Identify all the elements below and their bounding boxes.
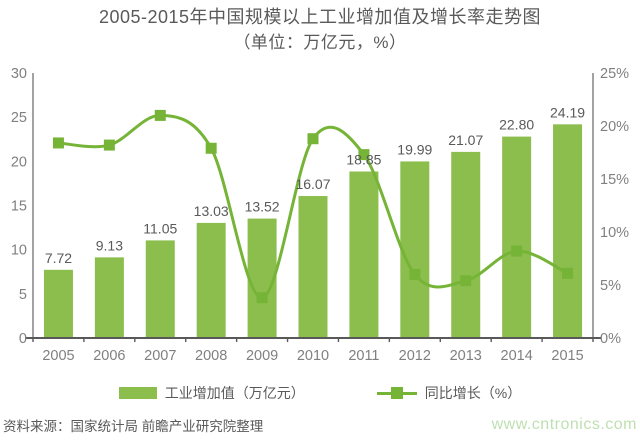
right-axis-tick-label: 10% — [600, 225, 629, 241]
x-axis-category-label: 2012 — [399, 348, 431, 364]
bar-value-label: 19.99 — [397, 141, 432, 157]
watermark-link[interactable]: www.cntronics.com — [491, 416, 637, 433]
growth-marker-2012 — [409, 268, 421, 280]
right-axis-tick-label: 25% — [600, 66, 629, 82]
left-axis-tick-label: 0 — [19, 331, 27, 347]
x-axis-category-label: 2011 — [348, 348, 379, 364]
bar-2006 — [94, 257, 124, 338]
right-axis-tick-label: 0% — [600, 331, 621, 347]
bar-value-label: 13.52 — [245, 199, 280, 215]
growth-marker-2010 — [307, 133, 319, 145]
chart-subtitle: （单位：万亿元，%） — [233, 33, 407, 52]
x-axis-category-label: 2015 — [551, 348, 583, 364]
growth-marker-2009 — [256, 292, 268, 304]
x-axis-category-label: 2005 — [42, 348, 74, 364]
bar-series-swatch-icon — [118, 387, 157, 399]
bar-2008 — [196, 222, 226, 338]
x-axis-category-label: 2006 — [93, 348, 125, 364]
bar-2014 — [502, 136, 532, 338]
growth-marker-2013 — [460, 275, 472, 287]
x-axis-category-label: 2014 — [501, 348, 533, 364]
x-axis-category-label: 2013 — [450, 348, 482, 364]
bar-series-label: 工业增加值（万亿元） — [164, 385, 305, 401]
left-axis-tick-label: 25 — [11, 110, 27, 126]
growth-marker-2006 — [103, 139, 115, 151]
left-axis-tick-label: 30 — [11, 66, 27, 82]
bar-2007 — [145, 240, 175, 338]
left-axis-tick-label: 20 — [11, 154, 27, 170]
bar-value-label: 24.19 — [550, 104, 585, 120]
chart-footer: 资料来源：国家统计局 前瞻产业研究院整理 www.cntronics.com — [3, 413, 637, 437]
left-axis-tick-label: 15 — [11, 199, 27, 215]
legend-item-line-series: 同比增长（%） — [376, 383, 522, 403]
bar-value-label: 7.72 — [45, 250, 72, 266]
chart-legend: 工业增加值（万亿元） 同比增长（%） — [0, 381, 640, 405]
line-series-label: 同比增长（%） — [424, 385, 522, 401]
combo-chart-canvas: 7.72 9.13 11.05 13.03 13.52 16.07 18.85 19.99 21… — [11, 66, 629, 364]
data-source-note: 资料来源：国家统计局 前瞻产业研究院整理 — [3, 419, 264, 434]
x-axis-category-label: 2009 — [246, 348, 278, 364]
bar-value-label: 21.07 — [448, 132, 483, 148]
right-axis-tick-label: 15% — [600, 172, 629, 188]
bar-2012 — [400, 161, 430, 338]
bar-value-label: 22.80 — [499, 117, 534, 133]
growth-marker-2007 — [154, 109, 166, 121]
chart-header: 2005-2015年中国规模以上工业增加值及增长率走势图 （单位：万亿元，%） — [0, 4, 640, 55]
bar-2005 — [43, 269, 73, 338]
bar-2013 — [451, 151, 481, 338]
growth-marker-2011 — [358, 149, 370, 161]
line-series-marker-icon — [376, 387, 417, 399]
growth-marker-2014 — [511, 245, 523, 257]
growth-marker-2005 — [52, 137, 64, 149]
bar-2009 — [247, 218, 277, 338]
bar-value-label: 11.05 — [143, 220, 177, 236]
x-axis-category-label: 2010 — [297, 348, 329, 364]
left-axis-tick-label: 10 — [11, 243, 27, 259]
growth-marker-2008 — [205, 142, 217, 154]
chart-title: 2005-2015年中国规模以上工业增加值及增长率走势图 — [98, 7, 542, 27]
bar-2011 — [349, 171, 379, 338]
legend-item-bar-series: 工业增加值（万亿元） — [118, 383, 305, 403]
right-axis-tick-label: 5% — [600, 278, 621, 294]
right-axis-tick-label: 20% — [600, 119, 629, 135]
bar-2010 — [298, 196, 328, 338]
x-axis-category-label: 2008 — [195, 348, 227, 364]
left-axis-tick-label: 5 — [19, 287, 27, 303]
bar-value-label: 18.85 — [346, 151, 381, 167]
bar-value-label: 9.13 — [96, 237, 123, 253]
x-axis-category-label: 2007 — [144, 348, 176, 364]
bar-2015 — [553, 124, 583, 339]
bar-value-label: 13.03 — [194, 203, 229, 219]
growth-marker-2015 — [562, 267, 574, 279]
bar-value-label: 16.07 — [295, 176, 330, 192]
